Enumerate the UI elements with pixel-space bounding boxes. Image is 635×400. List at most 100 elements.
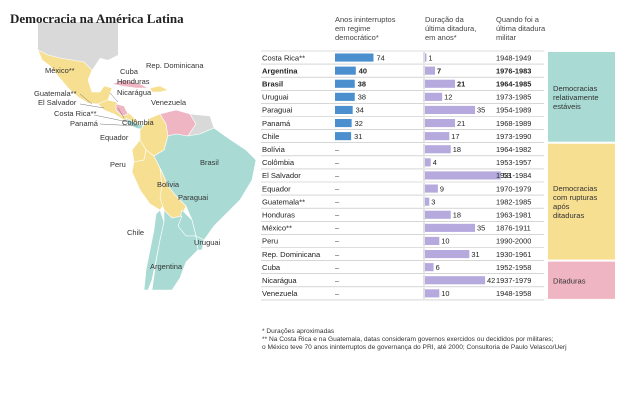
- country-label: Panamá: [262, 119, 291, 128]
- period-label: 1931-1984: [496, 171, 531, 180]
- years-bar: [335, 92, 355, 101]
- map-label-argentina: Argentina: [150, 262, 183, 271]
- period-label: 1876-1911: [496, 224, 531, 233]
- map-label-uruguai: Uruguai: [194, 238, 221, 247]
- country-label: Rep. Dominicana: [262, 250, 321, 259]
- years-missing: –: [335, 184, 340, 193]
- country-label: Peru: [262, 237, 278, 246]
- years-bar: [335, 132, 352, 141]
- duration-value: 21: [457, 119, 465, 128]
- duration-value: 53: [503, 171, 511, 180]
- group-label-1: Democracias: [553, 184, 598, 193]
- duration-bar: [425, 53, 427, 62]
- duration-bar: [425, 263, 434, 272]
- country-label: El Salvador: [262, 171, 301, 180]
- duration-value: 1: [428, 53, 432, 62]
- country-label: Colômbia: [262, 158, 295, 167]
- years-value: 74: [376, 53, 384, 62]
- duration-value: 10: [441, 237, 449, 246]
- argentina-shape: [151, 209, 199, 290]
- years-bar: [335, 53, 374, 62]
- duration-value: 9: [440, 184, 444, 193]
- period-label: 1952-1958: [496, 263, 531, 272]
- country-label: Brasil: [262, 79, 283, 88]
- years-missing: –: [335, 210, 340, 219]
- period-label: 1976-1983: [496, 66, 531, 75]
- duration-bar: [425, 79, 456, 88]
- period-label: 1948-1949: [496, 53, 531, 62]
- years-missing: –: [335, 171, 340, 180]
- map-label-guatemala: Guatemala**: [34, 89, 77, 98]
- nicaragua-shape: [115, 103, 129, 117]
- group-label-1: ditaduras: [553, 211, 584, 220]
- duration-value: 18: [453, 210, 461, 219]
- uruguai-shape: [195, 235, 205, 251]
- duration-value: 42: [487, 276, 495, 285]
- map-label-venezuela: Venezuela: [151, 98, 187, 107]
- map-label-peru: Peru: [110, 160, 126, 169]
- duration-bar: [425, 223, 476, 232]
- group-label-2: Ditaduras: [553, 276, 586, 285]
- country-label: Nicarágua: [262, 276, 297, 285]
- group-box-2: [548, 261, 615, 299]
- duration-bar: [425, 171, 501, 180]
- duration-value: 3: [431, 197, 435, 206]
- country-label: Guatemala**: [262, 197, 305, 206]
- cuba-shape: [111, 79, 149, 89]
- years-missing: –: [335, 224, 340, 233]
- group-label-0: relativamente: [553, 93, 599, 102]
- mexico-shape: [37, 49, 113, 105]
- country-label: Costa Rica**: [262, 53, 305, 62]
- header-duration: Duração da última ditadura, em anos*: [425, 15, 477, 42]
- header-period: Quando foi a última ditadura militar: [496, 15, 546, 42]
- duration-bar: [425, 92, 443, 101]
- note-2: ** Na Costa Rica e na Guatemala, datas c…: [262, 336, 554, 343]
- map-label-rep-dominicana: Rep. Dominicana: [146, 61, 204, 70]
- period-label: 1937-1979: [496, 276, 531, 285]
- duration-bar: [425, 119, 456, 128]
- period-label: 1964-1985: [496, 79, 531, 88]
- years-value: 31: [354, 132, 362, 141]
- duration-bar: [425, 250, 470, 259]
- duration-value: 35: [477, 224, 485, 233]
- years-missing: –: [335, 237, 340, 246]
- map-label-colombia: Colômbia: [122, 118, 154, 127]
- duration-bar: [425, 197, 430, 206]
- duration-bar: [425, 105, 476, 114]
- duration-bar: [425, 158, 431, 167]
- group-box-1: [548, 143, 615, 260]
- country-label: Bolívia: [262, 145, 286, 154]
- duration-bar: [425, 66, 436, 75]
- years-missing: –: [335, 197, 340, 206]
- country-label: Cuba: [262, 263, 281, 272]
- years-missing: –: [335, 289, 340, 298]
- period-label: 1964-1982: [496, 145, 531, 154]
- group-label-1: com rupturas: [553, 193, 598, 202]
- header-years: Anos ininterruptos em regime democrático…: [335, 15, 396, 42]
- years-missing: –: [335, 276, 340, 285]
- map-label-chile: Chile: [127, 228, 145, 237]
- group-label-1: após: [553, 202, 570, 211]
- group-label-0: Democracias: [553, 84, 598, 93]
- map-label-brasil: Brasil: [200, 158, 219, 167]
- duration-value: 18: [453, 145, 461, 154]
- country-label: Venezuela: [262, 289, 298, 298]
- duration-bar: [425, 236, 440, 245]
- map-label-mexico: México**: [45, 66, 75, 75]
- note-1: * Durações aproximadas: [262, 328, 335, 335]
- duration-value: 4: [433, 158, 437, 167]
- period-label: 1963-1981: [496, 210, 531, 219]
- duration-bar: [425, 132, 450, 141]
- group-label-0: estáveis: [553, 102, 581, 111]
- years-value: 38: [358, 79, 366, 88]
- period-label: 1953-1957: [496, 158, 531, 167]
- duration-bar: [425, 145, 451, 154]
- page-title: Democracia na América Latina: [10, 11, 184, 26]
- map-label-paraguai: Paraguai: [178, 193, 209, 202]
- map-label-el-salvador: El Salvador: [38, 98, 77, 107]
- hispaniola-shape: [149, 85, 169, 93]
- period-label: 1954-1989: [496, 106, 531, 115]
- years-value: 32: [355, 119, 363, 128]
- period-label: 1990-2000: [496, 237, 531, 246]
- years-value: 40: [359, 66, 367, 75]
